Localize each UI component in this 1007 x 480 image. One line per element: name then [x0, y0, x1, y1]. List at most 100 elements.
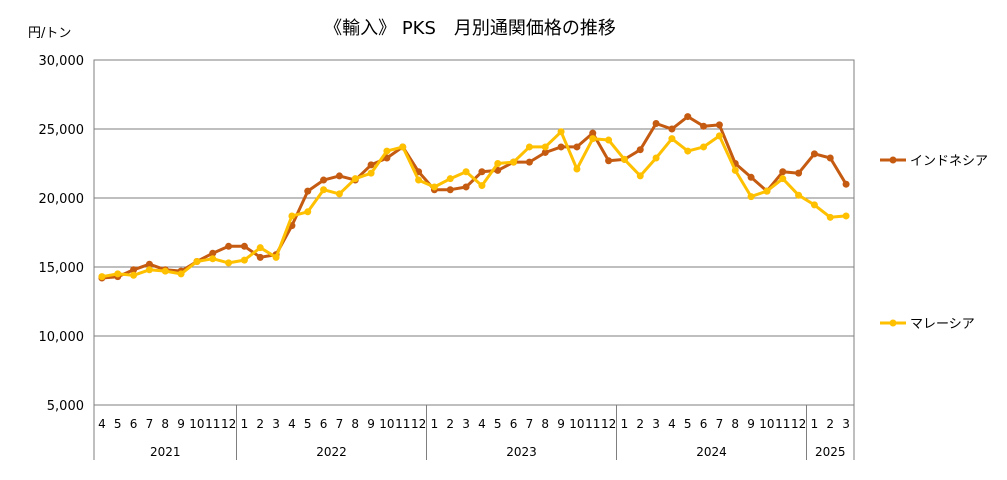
data-point — [399, 143, 407, 151]
data-point — [256, 253, 264, 261]
data-point — [415, 176, 423, 184]
x-tick-label: 9 — [747, 417, 755, 431]
y-tick-label: 15,000 — [39, 261, 85, 276]
data-point — [589, 135, 597, 143]
y-tick-label: 25,000 — [39, 123, 85, 138]
x-tick-label: 8 — [351, 417, 359, 431]
data-point — [842, 212, 850, 220]
year-label: 2022 — [316, 445, 347, 459]
data-point — [462, 183, 470, 191]
data-point — [573, 165, 581, 173]
data-point — [810, 201, 818, 209]
data-point — [589, 129, 597, 137]
x-tick-label: 10 — [759, 417, 774, 431]
chart-title: 《輸入》 PKS 月別通関価格の推移 — [324, 18, 616, 39]
data-point — [810, 150, 818, 158]
x-tick-label: 4 — [288, 417, 296, 431]
y-tick-label: 10,000 — [39, 330, 85, 345]
data-point — [541, 148, 549, 156]
x-tick-label: 3 — [462, 417, 470, 431]
data-point — [240, 242, 248, 250]
plot-area — [93, 59, 855, 406]
x-tick-label: 9 — [557, 417, 565, 431]
x-tick-label: 10 — [379, 417, 394, 431]
data-point — [320, 186, 328, 194]
y-axis-unit: 円/トン — [28, 26, 71, 41]
year-label: 2025 — [815, 445, 846, 459]
x-tick-label: 5 — [114, 417, 122, 431]
x-tick-label: 5 — [494, 417, 502, 431]
data-point — [145, 260, 153, 268]
x-tick-label: 6 — [510, 417, 518, 431]
data-point — [779, 175, 787, 183]
x-tick-label: 5 — [684, 417, 692, 431]
x-tick-label: 6 — [700, 417, 708, 431]
data-point — [668, 135, 676, 143]
data-point — [715, 132, 723, 140]
data-point — [779, 168, 787, 176]
x-axis-ticks: 4 5 6 7 8 9 10 11 12 1 2 3 4 5 6 7 8 9 10 11 12 1 2 3 4 5 6 7 8 9 10 11… — [93, 405, 855, 460]
data-point — [446, 186, 454, 194]
data-point — [605, 136, 613, 144]
year-label: 2023 — [506, 445, 537, 459]
legend-item-indonesia: インドネシア — [880, 154, 988, 169]
data-point — [826, 213, 834, 221]
x-tick-label: 10 — [189, 417, 204, 431]
series-lines — [98, 113, 850, 282]
legend-label: インドネシア — [910, 154, 988, 169]
data-point — [114, 270, 122, 278]
data-point — [636, 146, 644, 154]
data-point — [557, 128, 565, 136]
data-point — [652, 119, 660, 127]
x-tick-label: 11 — [585, 417, 600, 431]
x-tick-label: 2 — [256, 417, 264, 431]
data-point — [367, 161, 375, 169]
data-point — [351, 175, 359, 183]
x-tick-label: 6 — [130, 417, 138, 431]
data-point — [636, 172, 644, 180]
data-point — [478, 182, 486, 190]
data-point — [430, 183, 438, 191]
x-tick-label: 7 — [336, 417, 344, 431]
x-tick-label: 1 — [241, 417, 249, 431]
data-point — [700, 122, 708, 130]
data-point — [304, 187, 312, 195]
data-point — [525, 158, 533, 166]
x-tick-label: 12 — [791, 417, 806, 431]
data-point — [335, 172, 343, 180]
x-tick-label: 3 — [652, 417, 660, 431]
data-point — [161, 267, 169, 275]
data-point — [383, 147, 391, 155]
data-point — [573, 143, 581, 151]
data-point — [256, 244, 264, 252]
legend-label: マレーシア — [910, 317, 975, 332]
x-tick-label: 8 — [541, 417, 549, 431]
gridlines — [94, 128, 854, 337]
data-point — [842, 180, 850, 188]
data-point — [462, 168, 470, 176]
data-point — [494, 166, 502, 174]
data-point — [98, 273, 106, 281]
x-tick-label: 7 — [716, 417, 724, 431]
data-point — [130, 271, 138, 279]
data-point — [715, 121, 723, 129]
x-tick-label: 4 — [98, 417, 106, 431]
x-tick-label: 2 — [826, 417, 834, 431]
data-point — [209, 255, 217, 263]
data-point — [795, 169, 803, 177]
data-point — [652, 154, 660, 162]
data-point — [304, 208, 312, 216]
x-tick-label: 1 — [431, 417, 439, 431]
data-point — [747, 173, 755, 181]
data-point — [684, 147, 692, 155]
data-point — [335, 190, 343, 198]
x-tick-label: 10 — [569, 417, 584, 431]
data-point — [700, 143, 708, 151]
x-tick-label: 4 — [478, 417, 486, 431]
data-point — [541, 143, 549, 151]
legend-item-malaysia: マレーシア — [880, 317, 975, 332]
data-point — [478, 168, 486, 176]
data-point — [446, 175, 454, 183]
data-point — [510, 158, 518, 166]
